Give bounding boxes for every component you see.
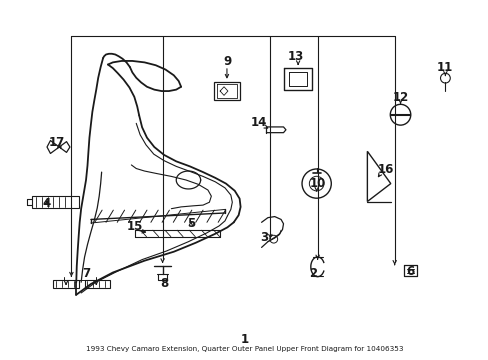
FancyBboxPatch shape: [84, 280, 110, 288]
Text: 1993 Chevy Camaro Extension, Quarter Outer Panel Upper Front Diagram for 1040635: 1993 Chevy Camaro Extension, Quarter Out…: [85, 346, 403, 352]
Text: 17: 17: [48, 136, 65, 149]
FancyBboxPatch shape: [53, 280, 79, 288]
Text: 11: 11: [435, 60, 451, 73]
Text: 12: 12: [391, 91, 408, 104]
Text: 14: 14: [250, 116, 267, 129]
Text: 2: 2: [308, 267, 316, 280]
Text: 3: 3: [260, 231, 267, 244]
Text: 5: 5: [186, 216, 195, 230]
Text: 7: 7: [82, 267, 90, 280]
Text: 15: 15: [126, 220, 142, 233]
Text: 1: 1: [240, 333, 248, 346]
Bar: [214, 82, 239, 100]
Bar: [32, 196, 79, 208]
Text: 4: 4: [43, 197, 51, 210]
Text: 8: 8: [160, 278, 168, 291]
Text: 9: 9: [223, 55, 231, 68]
Text: 13: 13: [287, 50, 303, 63]
Text: 6: 6: [406, 265, 413, 278]
Text: 16: 16: [377, 163, 393, 176]
Text: 10: 10: [309, 177, 325, 190]
